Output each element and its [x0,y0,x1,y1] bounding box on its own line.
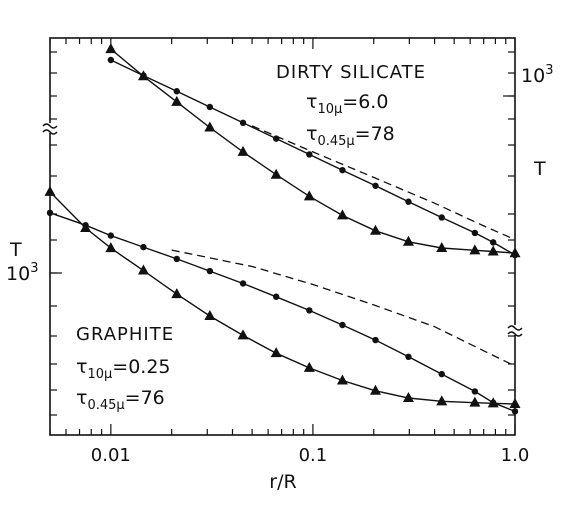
axis-break-gap [509,325,521,335]
graphite-circle-point [46,209,54,217]
y-axis-minor-ticks [50,51,515,416]
silicate-triangle-line [110,48,516,254]
graphite-triangle-point [270,347,282,358]
silicate-triangle-point [171,95,183,106]
silicate-triangle-point [487,245,499,256]
graphite-triangle-point [469,396,481,407]
silicate-circle-point [173,88,180,95]
silicate-triangle-point [369,224,381,235]
axis-break-mark [42,123,58,129]
silicate-circle-point [438,214,445,221]
graphite-triangle-point [80,222,92,233]
silicate-circle-point [206,103,214,111]
silicate-triangle-point [137,70,149,81]
graphite-triangle-line [49,191,516,405]
graphite-circle-point [140,243,147,251]
x-axis-tick-labels: 0.01 0.1 1.0 [91,445,530,466]
silicate-circle-point [372,182,379,189]
graphite-circle-line [49,212,516,413]
silicate-circle-point [405,198,412,205]
graphite-triangle-point [171,288,183,299]
silicate-triangle-point [336,209,348,220]
graphite-circle-point [173,255,180,263]
graphite-triangle-point [487,397,499,408]
axis-break-marks [42,123,523,337]
graphite-tick-label: 103 [6,261,38,285]
silicate-triangle-point [303,190,315,201]
silicate-triangle-point [436,242,448,253]
silicate-triangle-point [509,247,521,258]
axis-break-mark [507,325,523,331]
silicate-triangle-point [105,43,117,54]
graphite-triangle-point [105,242,117,253]
graphite-tau-045: τ0.45μ=76 [76,387,165,413]
graphite-circle-point [471,388,479,395]
graphite-circle-point [372,336,379,344]
axis-break-mark [42,129,58,135]
graphite-triangle-point [137,264,149,275]
y-axis-label-left: T [9,239,22,261]
graphite-triangle-point [237,329,249,340]
graphite-circle-point [405,353,412,361]
graphite-circle-point [239,280,247,287]
graphite-triangle-point [369,384,381,395]
x-tick-label: 0.01 [91,445,131,466]
graphite-triangle-point [509,398,521,408]
y-axis-label-right: T [533,158,546,180]
silicate-title: DIRTY SILICATE [276,62,426,83]
graphite-triangle-point [303,361,315,372]
silicate-circle-point [471,229,479,237]
silicate-tau-10: τ10μ=6.0 [306,91,388,117]
silicate-triangle-point [402,235,414,246]
x-axis-label: r/R [269,471,296,493]
graphite-triangle-point [204,309,216,320]
graphite-triangle-point [336,374,348,385]
graphite-circle-point [438,370,445,378]
graphite-triangle-point [402,392,414,403]
silicate-circle-point [306,151,313,158]
graphite-circle-point [306,307,313,314]
graphite-circle-point [511,408,519,415]
axis-break-gap [44,123,56,133]
graphite-triangle-point [436,395,448,406]
silicate-circle-point [239,119,247,127]
graphite-dashed-line [171,249,516,367]
silicate-triangle-point [237,145,249,156]
x-tick-label: 1.0 [501,445,530,466]
silicate-circle-point [339,166,346,174]
silicate-tau-045: τ0.45μ=78 [306,123,395,149]
silicate-triangle-point [204,121,216,132]
series-layer [44,43,521,415]
graphite-title: GRAPHITE [76,324,174,345]
silicate-tick-label: 103 [521,63,553,87]
graphite-circle-point [339,321,346,329]
graphite-circle-point [272,293,280,300]
plot-frame [49,37,516,436]
silicate-triangle-point [270,168,282,179]
graphite-triangle-point [44,185,56,196]
silicate-dashed-line [251,125,516,241]
silicate-circle-point [107,56,115,64]
silicate-circle-point [489,239,497,246]
graphite-circle-point [107,232,115,239]
axis-break-mark [507,331,523,337]
graphite-circle-point [206,267,214,275]
graphite-tau-10: τ10μ=0.25 [76,356,171,382]
silicate-triangle-point [469,244,481,255]
x-tick-label: 0.1 [299,445,328,466]
silicate-circle-line [110,59,516,256]
